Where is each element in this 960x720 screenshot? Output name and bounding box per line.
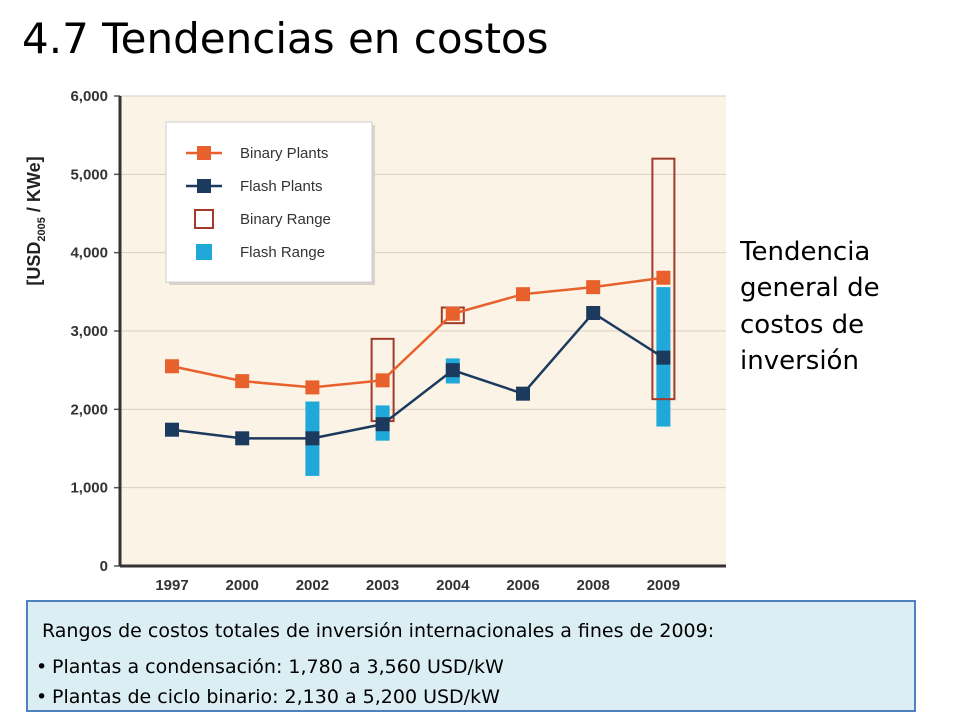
x-tick-label: 2003 (366, 577, 399, 594)
binary-plants-marker (235, 374, 250, 389)
flash-plants-marker (516, 386, 530, 401)
flash-plants-marker (656, 350, 671, 365)
flash-plants-marker (305, 431, 320, 446)
cost-ranges-box: Rangos de costos totales de inversión in… (26, 600, 916, 712)
legend-binary-plants-label: Binary Plants (240, 145, 328, 162)
side-caption: Tendencia general de costos de inversión (740, 234, 950, 380)
legend-binary-plants-marker (197, 146, 211, 160)
x-tick-label: 2008 (577, 577, 610, 594)
x-tick-label: 2006 (506, 577, 539, 594)
side-caption-line: general de (740, 273, 880, 304)
y-tick-label: 2,000 (70, 401, 108, 418)
cost-trend-chart: 0 1,000 2,000 3,000 4,000 5,000 6,000 1997 2000 2… (18, 86, 732, 598)
flash-plants-marker (445, 363, 460, 378)
x-tick-label: 2009 (647, 577, 680, 594)
x-tick-label: 2002 (296, 577, 329, 594)
legend-flash-plants-marker (197, 179, 211, 193)
flash-plants-line (171, 311, 665, 440)
y-tick-label: 5,000 (70, 166, 108, 183)
info-heading: Rangos de costos totales de inversión in… (42, 620, 715, 642)
info-bullet-list: Plantas a condensación: 1,780 a 3,560 US… (36, 652, 504, 712)
legend-flash-range-label: Flash Range (240, 244, 325, 261)
slide-title: 4.7 Tendencias en costos (22, 14, 549, 63)
y-tick-label: 6,000 (70, 88, 108, 105)
binary-plants-marker (165, 359, 179, 374)
flash-plants-marker (165, 422, 179, 437)
legend-flash-range-swatch (196, 244, 212, 260)
y-tick-label: 0 (100, 558, 108, 575)
x-tick-label: 2004 (436, 577, 470, 594)
bullet-flash-plants: Plantas a condensación: 1,780 a 3,560 US… (36, 652, 504, 682)
x-tick-label: 1997 (155, 577, 188, 594)
side-caption-line: costos de (740, 309, 865, 340)
binary-plants-marker (305, 380, 320, 395)
side-caption-line: Tendencia (740, 237, 871, 267)
flash-plants-marker (586, 305, 601, 320)
chart-svg: 0 1,000 2,000 3,000 4,000 5,000 6,000 1997 2000 2… (24, 88, 726, 594)
binary-plants-marker (656, 270, 671, 285)
side-caption-line: inversión (740, 346, 859, 377)
y-tick-label: 3,000 (70, 323, 108, 340)
bullet-binary-plants: Plantas de ciclo binario: 2,130 a 5,200 … (36, 682, 504, 712)
binary-plants-marker (586, 280, 601, 295)
binary-plants-marker (375, 373, 390, 388)
y-axis-label: [USD2005 / KWe] (24, 156, 48, 285)
y-tick-label: 4,000 (70, 245, 108, 262)
legend-binary-range-swatch (194, 209, 214, 229)
binary-plants-marker (516, 287, 530, 302)
binary-plants-line (171, 276, 664, 389)
legend-binary-range-label: Binary Range (240, 211, 331, 228)
binary-plants-marker (445, 306, 460, 321)
y-tick-label: 1,000 (70, 480, 108, 497)
legend-flash-plants-label: Flash Plants (240, 178, 323, 195)
flash-plants-marker (235, 431, 250, 446)
flash-plants-marker (375, 417, 390, 432)
x-tick-label: 2000 (226, 577, 259, 594)
